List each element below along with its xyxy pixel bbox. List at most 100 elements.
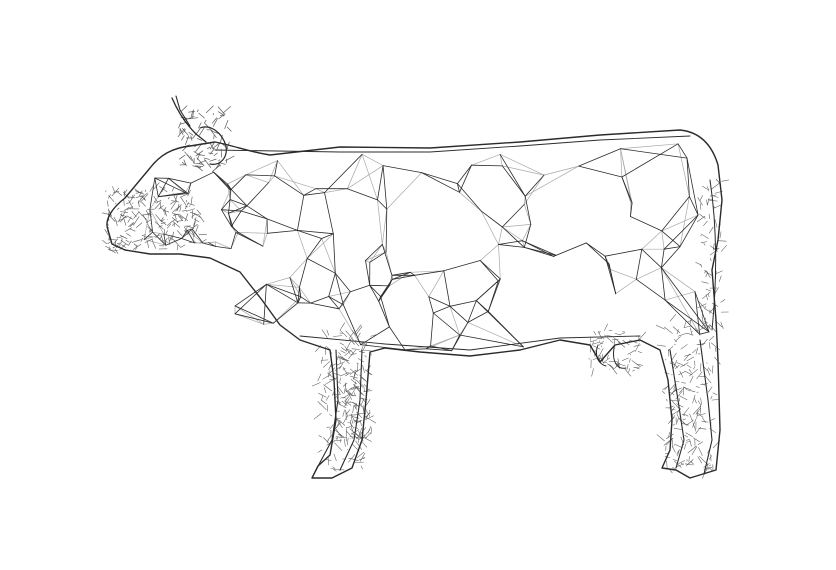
- mesh-edge: [152, 231, 165, 235]
- mesh-edge: [184, 182, 192, 194]
- mesh-edge: [386, 172, 422, 210]
- mesh-edge: [385, 208, 388, 253]
- dense-edge: [682, 418, 686, 421]
- dense-edge: [675, 390, 683, 400]
- dense-edge: [671, 360, 678, 369]
- dense-edge: [664, 326, 673, 334]
- dense-edge: [187, 154, 192, 161]
- mesh-edge: [306, 258, 336, 274]
- dense-edge: [334, 365, 342, 371]
- dense-edge: [344, 398, 350, 407]
- mesh-edge: [475, 278, 501, 301]
- dense-edge: [691, 446, 697, 456]
- dense-edge: [673, 338, 677, 343]
- dense-edge: [217, 159, 221, 162]
- dense-edge: [119, 214, 127, 217]
- mesh-edge: [471, 164, 503, 167]
- dense-edge: [140, 195, 147, 201]
- dense-edge: [105, 245, 111, 250]
- dense-edge: [350, 378, 357, 385]
- dense-edge: [351, 385, 360, 391]
- dense-edge: [345, 436, 347, 442]
- dense-edge: [211, 143, 219, 150]
- dense-edge: [179, 193, 189, 198]
- mesh-edge: [388, 271, 411, 287]
- mesh-edge: [149, 208, 153, 233]
- dense-edge: [350, 413, 355, 422]
- dense-edge: [655, 324, 666, 330]
- dense-edge: [604, 334, 614, 344]
- mesh-edge: [297, 230, 308, 259]
- dense-edge: [169, 237, 177, 242]
- dense-edge: [607, 363, 615, 370]
- mesh-edge: [272, 296, 302, 324]
- mesh-edge: [480, 210, 499, 245]
- dense-edge: [603, 357, 611, 363]
- dense-edge: [701, 309, 704, 318]
- dense-edge: [139, 190, 142, 197]
- dense-edge: [356, 326, 363, 335]
- dense-edge: [328, 363, 332, 371]
- dense-edge: [317, 401, 327, 411]
- dense-edge: [686, 356, 695, 362]
- mesh-edge: [620, 148, 688, 159]
- dense-edge: [617, 363, 626, 367]
- ear: [199, 126, 227, 165]
- mesh-edge: [524, 174, 545, 197]
- dense-edge: [156, 200, 162, 203]
- dense-edge: [326, 439, 329, 443]
- dense-edge: [710, 395, 713, 400]
- mesh-edge: [274, 175, 317, 190]
- dense-edge: [359, 452, 366, 462]
- dense-edge: [171, 187, 175, 192]
- dense-edge: [676, 362, 686, 367]
- mesh-edge: [414, 270, 445, 276]
- dense-edge: [108, 195, 115, 202]
- dense-edge: [712, 365, 714, 374]
- dense-edge: [344, 384, 346, 394]
- dense-edge: [220, 148, 222, 158]
- dense-edge: [688, 368, 692, 373]
- mesh-edge: [234, 305, 274, 324]
- mesh-edge: [380, 296, 390, 328]
- dense-edge: [348, 394, 357, 397]
- dense-edge: [712, 243, 715, 251]
- mesh-edge: [234, 313, 274, 324]
- mesh-edge: [664, 291, 696, 301]
- dense-edge: [695, 328, 701, 336]
- dense-edge: [344, 400, 352, 406]
- mesh-edge: [382, 165, 388, 210]
- dense-edge: [352, 416, 360, 419]
- dense-edge: [349, 436, 358, 438]
- dense-edge: [705, 288, 711, 292]
- dense-edge: [120, 211, 128, 213]
- dense-edge: [352, 405, 354, 414]
- dense-edge: [119, 243, 126, 250]
- mesh-edge: [553, 242, 587, 257]
- dense-edge: [149, 228, 154, 233]
- dense-edge: [708, 335, 715, 341]
- dense-edge: [677, 449, 680, 457]
- dense-edge: [692, 394, 696, 404]
- dense-edge: [339, 342, 345, 346]
- dense-edge: [365, 412, 371, 418]
- mesh-edge: [346, 153, 363, 190]
- udder: [595, 344, 627, 369]
- dense-edge: [140, 192, 148, 200]
- mesh-edge: [215, 246, 232, 249]
- dense-edge: [360, 341, 368, 346]
- mesh-edge: [289, 277, 299, 304]
- mesh-edge: [471, 154, 501, 166]
- mesh-edge: [432, 312, 461, 336]
- dense-edge: [180, 197, 187, 206]
- dense-edge: [193, 213, 202, 219]
- dense-edge: [136, 222, 143, 228]
- dense-edge: [631, 360, 641, 368]
- mesh-edge: [421, 172, 458, 184]
- dense-edge: [626, 364, 629, 370]
- mesh-edge: [165, 238, 182, 246]
- dense-edge: [124, 227, 133, 232]
- dense-edge: [702, 220, 708, 227]
- mesh-edge: [522, 224, 532, 242]
